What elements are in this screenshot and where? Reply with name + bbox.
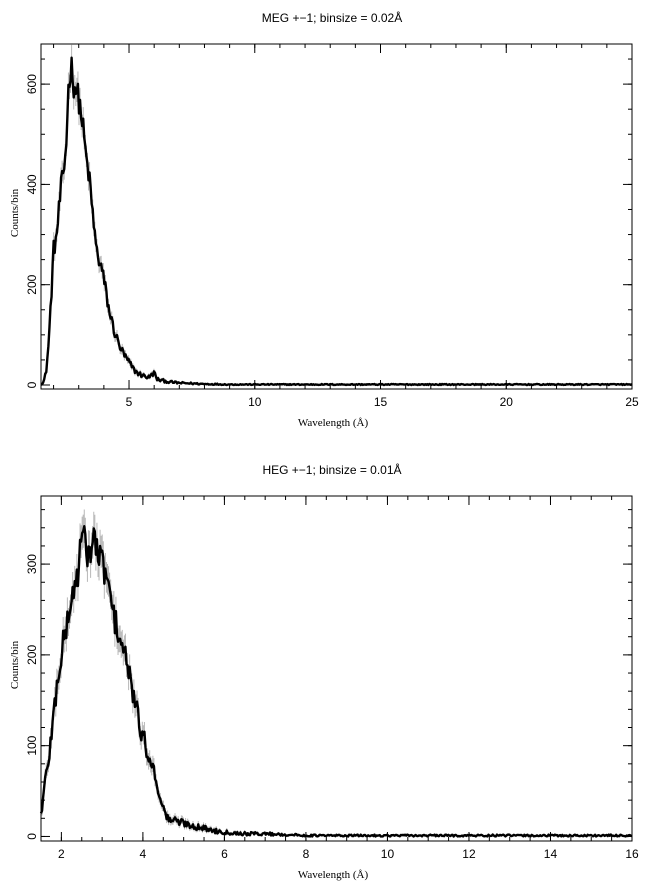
- heg-x-tick-label: 16: [625, 847, 639, 861]
- meg-y-axis-label: Counts/bin: [9, 188, 21, 237]
- heg-error-bars: [40, 509, 246, 837]
- heg-y-tick-label: 300: [25, 554, 39, 574]
- heg-x-axis-label: Wavelength (Å): [298, 869, 369, 881]
- heg-x-tick-label: 14: [544, 847, 558, 861]
- meg-spectrum-line: [40, 56, 633, 387]
- heg-x-tick-label: 8: [303, 847, 310, 861]
- heg-plot-frame: [40, 495, 633, 842]
- meg-y-tick-label: 0: [25, 381, 39, 388]
- heg-spectrum-line: [39, 525, 633, 838]
- meg-panel: MEG +−1; binsize = 0.02Å Wavelength (Å) …: [9, 10, 639, 429]
- meg-error-bars: [41, 44, 192, 385]
- heg-x-tick-label: 6: [221, 847, 228, 861]
- heg-x-tick-label: 4: [140, 847, 147, 861]
- meg-x-tick-label: 5: [126, 395, 133, 409]
- heg-x-tick-label: 12: [462, 847, 476, 861]
- heg-chart-title: HEG +−1; binsize = 0.01Å: [262, 462, 401, 477]
- meg-x-tick-label: 15: [374, 395, 388, 409]
- heg-y-axis-label: Counts/bin: [9, 640, 21, 689]
- meg-y-tick-label: 600: [25, 74, 39, 94]
- meg-x-tick-label: 25: [625, 395, 639, 409]
- meg-plot-frame: [40, 43, 633, 390]
- meg-y-tick-label: 200: [25, 274, 39, 294]
- meg-y-tick-label: 400: [25, 174, 39, 194]
- heg-y-tick-label: 100: [25, 735, 39, 755]
- meg-x-tick-label: 20: [500, 395, 514, 409]
- heg-panel: HEG +−1; binsize = 0.01Å Wavelength (Å) …: [9, 462, 639, 881]
- heg-x-tick-label: 2: [58, 847, 65, 861]
- meg-x-axis-label: Wavelength (Å): [298, 417, 369, 429]
- heg-y-tick-label: 0: [25, 833, 39, 840]
- heg-x-tick-label: 10: [381, 847, 395, 861]
- heg-y-tick-label: 200: [25, 645, 39, 665]
- meg-x-tick-label: 10: [248, 395, 262, 409]
- meg-chart-title: MEG +−1; binsize = 0.02Å: [262, 10, 402, 25]
